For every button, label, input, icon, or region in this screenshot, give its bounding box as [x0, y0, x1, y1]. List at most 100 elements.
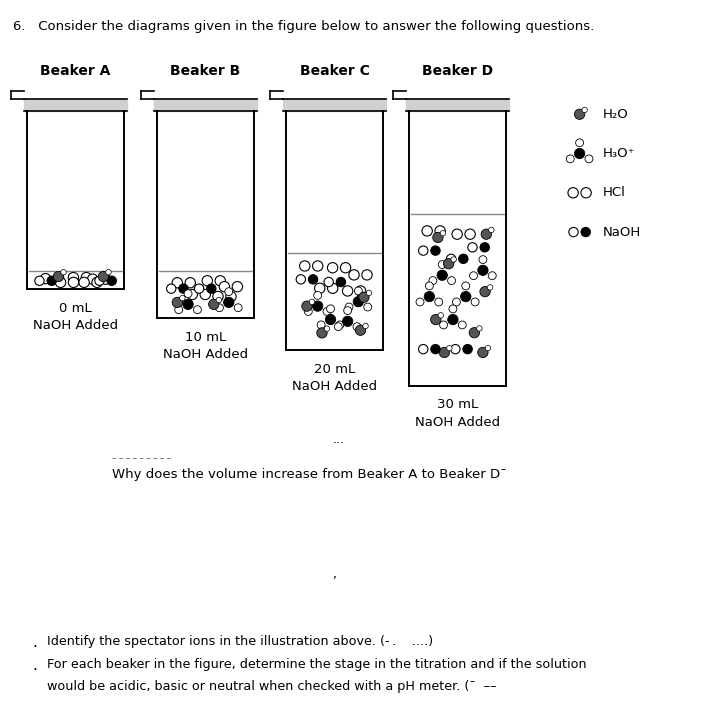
Circle shape [172, 297, 183, 308]
Circle shape [449, 305, 457, 313]
Circle shape [194, 306, 202, 313]
Polygon shape [410, 214, 504, 383]
Text: 6.   Consider the diagrams given in the figure below to answer the following que: 6. Consider the diagrams given in the fi… [13, 20, 594, 33]
Text: Beaker C: Beaker C [300, 64, 370, 78]
Circle shape [232, 281, 243, 292]
Circle shape [487, 285, 492, 290]
Text: .: . [32, 658, 37, 673]
Text: .: . [32, 635, 37, 650]
Circle shape [448, 276, 456, 285]
Circle shape [209, 299, 219, 309]
Circle shape [485, 346, 491, 351]
Circle shape [92, 277, 102, 288]
Text: ...: ... [333, 433, 344, 446]
Circle shape [324, 326, 330, 331]
Circle shape [477, 326, 482, 331]
Circle shape [462, 282, 469, 290]
Circle shape [215, 276, 225, 286]
Circle shape [353, 323, 361, 331]
Circle shape [359, 292, 369, 302]
Circle shape [315, 283, 325, 293]
Circle shape [576, 139, 584, 147]
Circle shape [202, 276, 212, 286]
Circle shape [439, 347, 449, 358]
Circle shape [489, 227, 494, 233]
Circle shape [437, 270, 447, 281]
Circle shape [68, 273, 78, 283]
Circle shape [219, 281, 230, 292]
Circle shape [481, 229, 492, 239]
Circle shape [310, 299, 315, 305]
Circle shape [341, 263, 351, 273]
Circle shape [446, 254, 456, 263]
Circle shape [302, 301, 312, 311]
Circle shape [585, 155, 593, 163]
Circle shape [226, 291, 236, 301]
Circle shape [336, 277, 346, 287]
Circle shape [343, 306, 351, 314]
Circle shape [317, 328, 327, 338]
Circle shape [343, 286, 353, 296]
Circle shape [569, 228, 578, 237]
Circle shape [68, 277, 78, 288]
Circle shape [478, 265, 488, 276]
Circle shape [47, 276, 56, 286]
Circle shape [354, 287, 362, 295]
Circle shape [567, 155, 575, 163]
Circle shape [416, 298, 424, 306]
Circle shape [35, 276, 44, 286]
Circle shape [345, 303, 353, 311]
Text: NaOH Added: NaOH Added [33, 319, 118, 332]
Polygon shape [158, 271, 252, 316]
Circle shape [95, 276, 104, 286]
Circle shape [461, 291, 471, 302]
Circle shape [172, 278, 182, 288]
Circle shape [435, 226, 445, 236]
Circle shape [348, 270, 359, 280]
Circle shape [224, 297, 234, 308]
Circle shape [440, 321, 448, 329]
Circle shape [459, 321, 467, 329]
Circle shape [336, 321, 344, 329]
Circle shape [429, 276, 437, 284]
Circle shape [327, 305, 335, 313]
Polygon shape [29, 271, 122, 287]
Circle shape [468, 243, 477, 252]
Text: would be acidic, basic or neutral when checked with a pH meter. (¯  ––: would be acidic, basic or neutral when c… [47, 680, 496, 693]
Circle shape [469, 328, 480, 338]
Circle shape [166, 284, 176, 293]
Circle shape [81, 273, 91, 283]
Circle shape [452, 229, 462, 239]
Text: ,: , [333, 568, 337, 581]
Circle shape [179, 284, 188, 293]
Text: Why does the volume increase from Beaker A to Beaker D¯: Why does the volume increase from Beaker… [112, 468, 506, 481]
Text: 30 mL: 30 mL [436, 398, 478, 411]
Circle shape [187, 289, 197, 300]
Text: 20 mL: 20 mL [314, 363, 356, 376]
Text: H₂O: H₂O [603, 108, 629, 121]
Circle shape [480, 286, 490, 297]
Circle shape [581, 188, 591, 198]
Circle shape [88, 274, 98, 284]
Text: HCl: HCl [603, 186, 626, 199]
Circle shape [185, 278, 195, 288]
Circle shape [106, 269, 111, 275]
Circle shape [323, 308, 331, 316]
Circle shape [575, 149, 585, 159]
Circle shape [452, 298, 460, 306]
Circle shape [101, 274, 111, 284]
Polygon shape [288, 253, 382, 348]
Text: NaOH Added: NaOH Added [163, 348, 248, 361]
Circle shape [471, 298, 479, 306]
Circle shape [431, 314, 441, 325]
Circle shape [488, 272, 496, 280]
Text: NaOH: NaOH [603, 226, 641, 238]
Circle shape [60, 269, 66, 275]
Circle shape [213, 291, 223, 301]
Circle shape [325, 314, 336, 325]
Circle shape [451, 257, 456, 262]
Text: 10 mL: 10 mL [184, 331, 226, 343]
Circle shape [469, 272, 477, 280]
Circle shape [40, 273, 50, 283]
Circle shape [53, 271, 63, 281]
